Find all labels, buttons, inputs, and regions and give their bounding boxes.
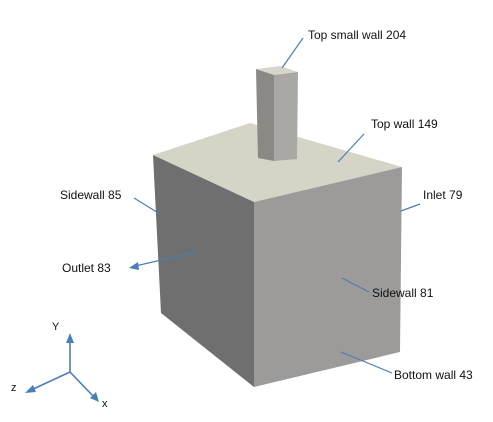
label-inlet: Inlet 79 (423, 188, 463, 202)
x-axis-line (69, 371, 96, 399)
chimney-side (274, 72, 298, 161)
leader-bottom-wall (340, 351, 393, 374)
y-axis-arrowhead (66, 333, 74, 343)
label-bottom-wall: Bottom wall 43 (394, 368, 473, 382)
leader-lines (130, 37, 421, 374)
leader-top-wall (337, 133, 365, 163)
axes-triad (28, 340, 96, 399)
leader-inlet (400, 203, 421, 212)
top-face (153, 123, 402, 202)
leader-sidewall-85 (133, 197, 161, 215)
label-top-small-wall: Top small wall 204 (308, 28, 407, 42)
z-axis-arrowhead (25, 385, 36, 393)
leader-top-small-wall (281, 37, 304, 69)
chimney-front (256, 69, 274, 161)
label-top-wall: Top wall 149 (371, 117, 438, 131)
chimney-top (256, 66, 298, 75)
label-sidewall-85: Sidewall 85 (60, 188, 122, 202)
x-axis-arrowhead (90, 392, 99, 402)
axis-label-z: z (11, 382, 17, 394)
leader-outlet (130, 251, 197, 268)
outlet-arrowhead (129, 262, 139, 270)
leader-sidewall-81 (341, 277, 370, 293)
z-axis-line (28, 371, 71, 392)
label-outlet: Outlet 83 (62, 261, 111, 275)
front-face (254, 167, 402, 387)
left-face (153, 155, 254, 387)
axis-label-x: x (102, 398, 108, 410)
label-sidewall-81: Sidewall 81 (372, 286, 434, 300)
axis-label-y: Y (52, 321, 60, 333)
